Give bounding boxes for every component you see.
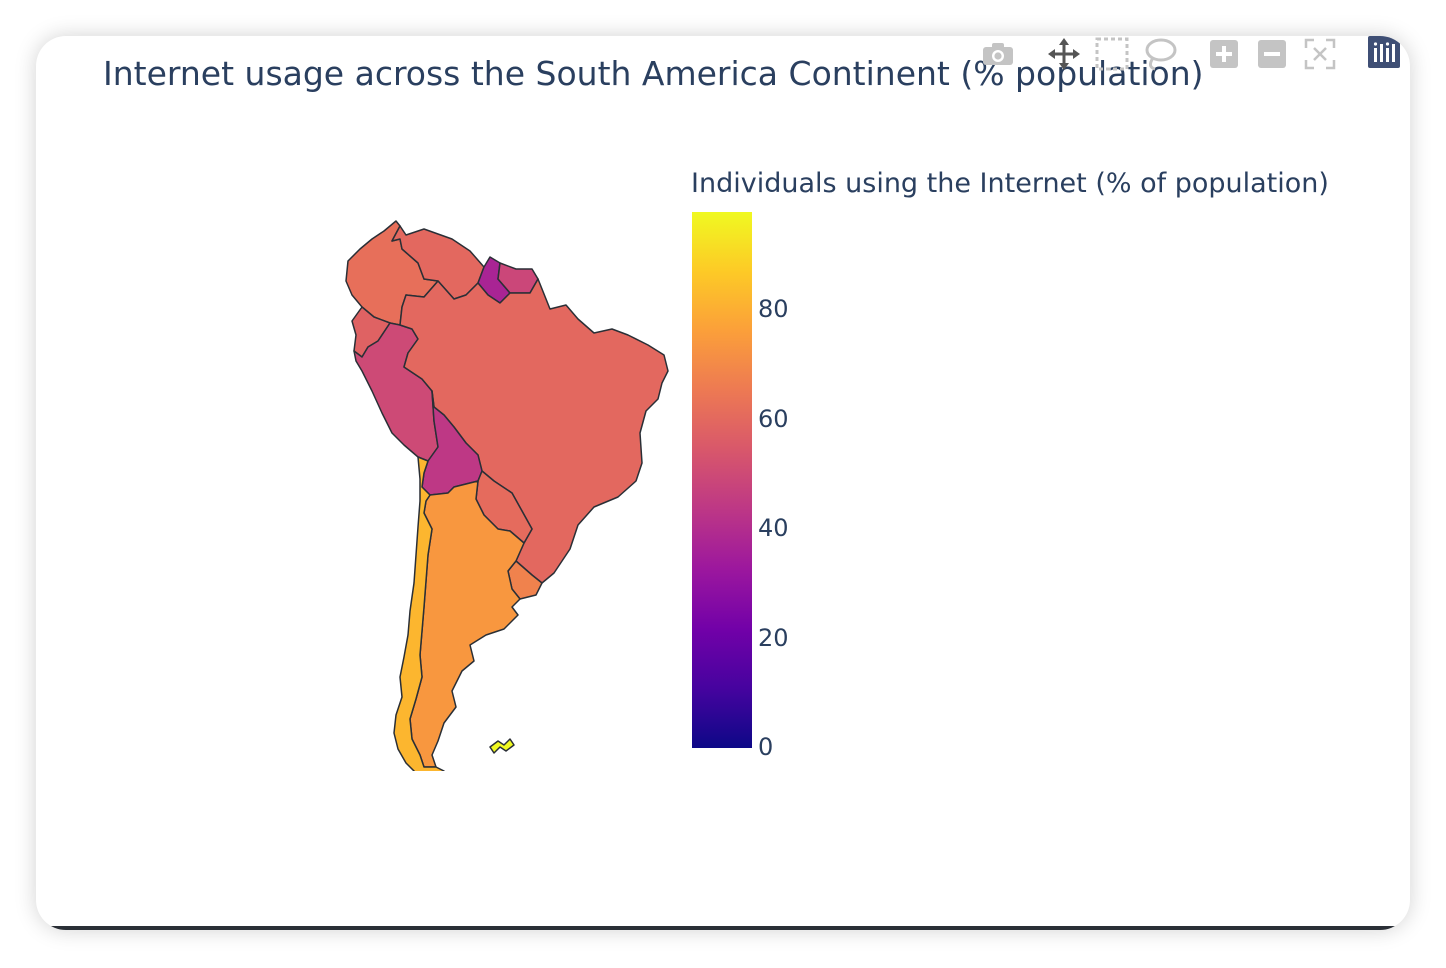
zoom-out-icon[interactable] xyxy=(1254,36,1290,72)
colorbar-tick: 0 xyxy=(758,733,774,761)
region-chile[interactable] xyxy=(393,456,445,771)
modebar xyxy=(976,36,1410,72)
plotly-logo-icon[interactable] xyxy=(1368,36,1400,72)
zoom-in-icon[interactable] xyxy=(1206,36,1242,72)
colorbar-tick: 40 xyxy=(758,514,789,543)
colorbar-tick: 20 xyxy=(758,623,789,652)
choropleth-map[interactable] xyxy=(306,211,686,771)
chart-title: Internet usage across the South America … xyxy=(103,54,1204,93)
region-brazil[interactable] xyxy=(399,278,669,584)
chart-card: Internet usage across the South America … xyxy=(36,36,1410,930)
lasso-select-icon[interactable] xyxy=(1142,36,1178,72)
colorbar-tick: 80 xyxy=(758,295,789,324)
region-falkland-islands[interactable] xyxy=(489,738,515,754)
colorbar-title: Individuals using the Internet (% of pop… xyxy=(691,168,1329,199)
camera-icon[interactable] xyxy=(980,36,1016,72)
colorbar xyxy=(692,212,752,748)
reset-view-icon[interactable] xyxy=(1302,36,1338,72)
box-select-icon[interactable] xyxy=(1094,36,1130,72)
colorbar-tick: 60 xyxy=(758,404,789,433)
card-bottom-border xyxy=(36,926,1410,930)
pan-icon[interactable] xyxy=(1046,36,1082,72)
